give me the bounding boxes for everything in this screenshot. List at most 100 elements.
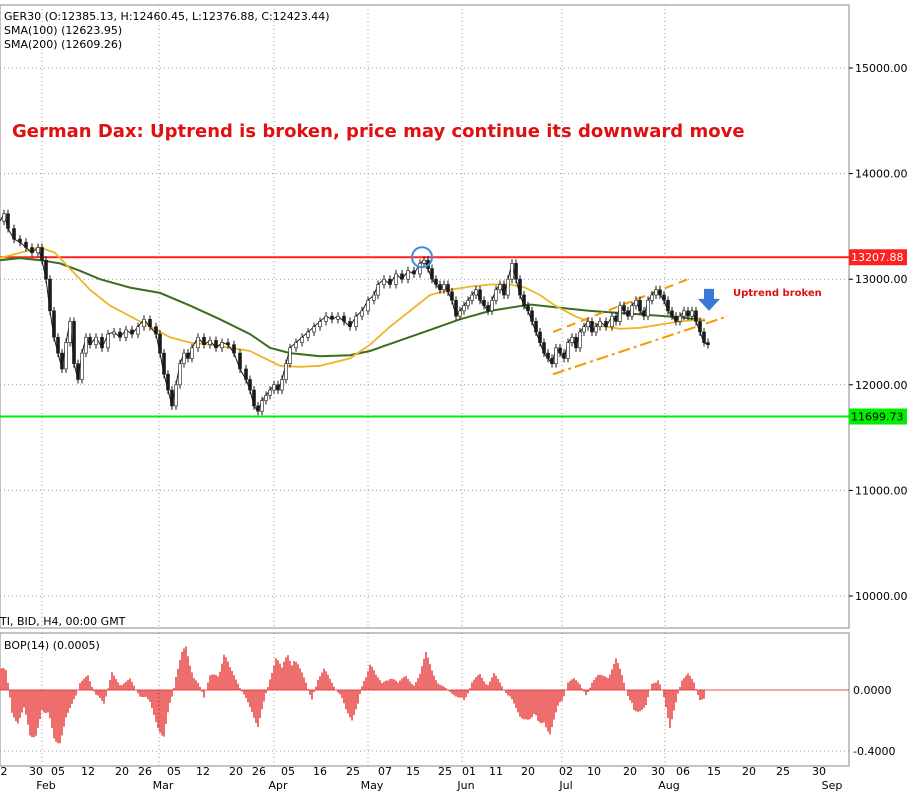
candle-body	[418, 263, 422, 275]
candle-body	[248, 379, 252, 391]
candle-body	[638, 300, 642, 312]
candle-body	[474, 289, 478, 296]
x-month-label: May	[361, 779, 384, 792]
candle-body	[142, 319, 146, 328]
candle-body	[450, 291, 454, 301]
candle-body	[40, 247, 44, 261]
candle-body	[220, 342, 224, 349]
candle-body	[232, 344, 236, 354]
x-tick-label: 16	[313, 765, 327, 778]
candle-body	[442, 284, 446, 291]
candle-body	[52, 310, 56, 338]
candle-body	[530, 310, 534, 322]
candle-body	[330, 315, 334, 320]
x-month-label: Mar	[153, 779, 174, 792]
x-tick-label: 01	[462, 765, 476, 778]
candle-body	[272, 384, 276, 391]
candle-body	[558, 347, 562, 354]
candle-body	[106, 333, 110, 349]
chart-title: German Dax: Uptrend is broken, price may…	[12, 121, 745, 142]
candle-body	[658, 289, 662, 296]
x-tick-label: 02	[559, 765, 573, 778]
x-tick-label: 20	[742, 765, 756, 778]
x-tick-label: 26	[138, 765, 152, 778]
x-tick-label: 30	[812, 765, 826, 778]
x-tick-label: 05	[167, 765, 181, 778]
candle-body	[376, 284, 380, 296]
sma200-label: SMA(200) (12609.26)	[4, 38, 122, 51]
candle-body	[594, 326, 598, 333]
x-month-label: Jun	[456, 779, 474, 792]
candle-body	[148, 319, 152, 328]
candle-body	[186, 352, 190, 359]
candle-body	[226, 342, 230, 345]
x-tick-label: 06	[676, 765, 690, 778]
candle-body	[634, 300, 638, 306]
timeframe-info: TI, BID, H4, 00:00 GMT	[0, 615, 126, 628]
candle-body	[170, 389, 174, 407]
candle-body	[506, 278, 510, 296]
candle-body	[158, 333, 162, 354]
y-tick-label: 12000.00	[855, 379, 908, 392]
candle-body	[706, 342, 710, 345]
x-tick-label: 26	[252, 765, 266, 778]
x-month-label: Feb	[36, 779, 55, 792]
candle-body	[76, 363, 80, 380]
candle-body	[422, 259, 426, 264]
candle-body	[446, 284, 450, 293]
candle-body	[208, 340, 212, 345]
sma100-line	[0, 246, 706, 368]
candle-body	[162, 352, 166, 375]
level-label-box	[849, 249, 907, 266]
candle-body	[300, 336, 304, 343]
sma-lines	[0, 246, 706, 368]
y-tick-label: 11000.00	[855, 484, 908, 497]
candle-body	[674, 315, 678, 322]
sma200-line	[0, 257, 706, 358]
candle-body	[6, 213, 10, 229]
candle-body	[498, 284, 502, 291]
candle-body	[482, 300, 486, 306]
candle-body	[354, 315, 358, 328]
candle-body	[306, 331, 310, 338]
x-tick-label: 25	[776, 765, 790, 778]
candle-body	[48, 278, 52, 312]
candle-body	[68, 321, 72, 343]
candle-body	[182, 352, 186, 364]
candle-body	[614, 315, 618, 322]
candle-body	[478, 289, 482, 301]
trend-channel	[552, 278, 729, 376]
candle-body	[412, 270, 416, 275]
candle-body	[284, 363, 288, 380]
y-tick-label: 10000.00	[855, 590, 908, 603]
candle-body	[342, 315, 346, 322]
candle-body	[466, 300, 470, 306]
candle-body	[336, 315, 340, 320]
candle-body	[454, 300, 458, 317]
candle-body	[582, 326, 586, 333]
candle-body	[586, 321, 590, 328]
candle-body	[534, 321, 538, 333]
candle-body	[394, 273, 398, 285]
candle-body	[650, 294, 654, 301]
candle-body	[490, 300, 494, 312]
candle-body	[570, 336, 574, 343]
candle-body	[554, 347, 558, 364]
candle-body	[118, 331, 122, 338]
x-tick-label: 12	[81, 765, 95, 778]
candle-body	[30, 247, 34, 254]
candle-body	[518, 278, 522, 296]
candle-body	[522, 294, 526, 306]
x-axis-labels: 2 30 05 12 20 26 05 12 20 26 05 16 25 07 15 25 01 11 20 02 1…	[1, 765, 843, 792]
uptrend-broken-annotation: Uptrend broken	[733, 288, 822, 299]
candle-body	[100, 336, 104, 349]
x-month-label: Aug	[658, 779, 679, 792]
candle-body	[550, 358, 554, 364]
x-tick-label: 15	[406, 765, 420, 778]
candle-body	[130, 329, 134, 335]
x-tick-label: 20	[521, 765, 535, 778]
candle-body	[238, 352, 242, 370]
candle-body	[264, 395, 268, 401]
candle-body	[288, 347, 292, 364]
